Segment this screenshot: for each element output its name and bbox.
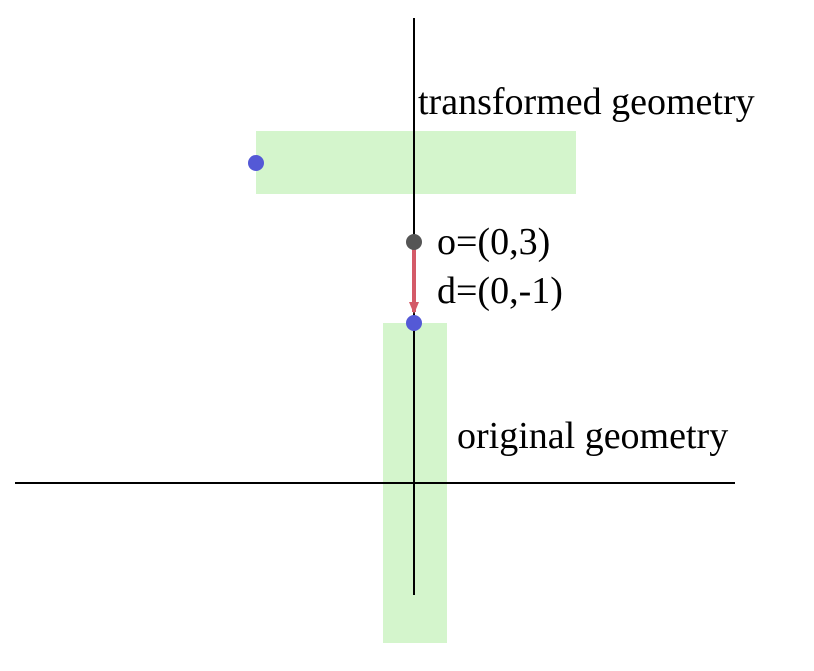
transformed-geometry-label: transformed geometry <box>418 81 755 123</box>
origin-label: o=(0,3) <box>437 221 550 263</box>
direction-label: d=(0,-1) <box>437 270 563 312</box>
origin-point <box>406 234 422 250</box>
original-geometry-label: original geometry <box>457 415 728 457</box>
transformed-geometry-rect <box>256 131 576 194</box>
original-geometry-point <box>406 315 422 331</box>
transformed-geometry-point <box>248 155 264 171</box>
